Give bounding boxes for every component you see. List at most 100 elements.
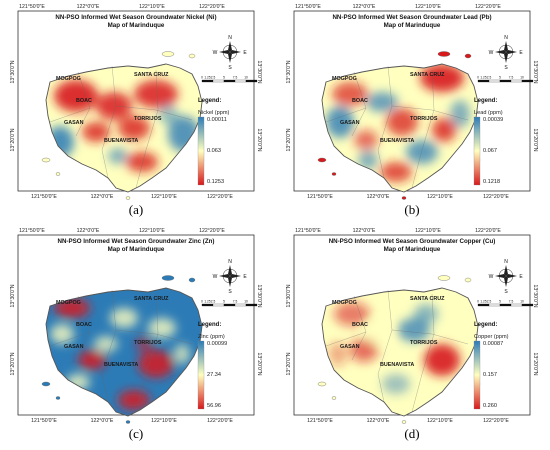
scale-tick-label: 1.25	[204, 300, 210, 304]
latitude-label: 13°30'0"N	[286, 60, 292, 83]
map-title: NN-PSO Informed Wet Season Groundwater L…	[332, 14, 491, 21]
scale-tick-label: 10	[244, 76, 248, 80]
longitude-label-bottom: 121°50'0"E	[307, 418, 333, 424]
scale-segment	[245, 303, 258, 307]
north-arrow-icon	[228, 41, 232, 52]
municipal-boundary	[391, 105, 469, 121]
legend-colorbar	[473, 116, 481, 186]
concentration-zone	[380, 162, 412, 182]
concentration-zone	[326, 106, 354, 138]
south-arrow-icon	[228, 52, 232, 63]
map-figure: 121°50'0"E 122°0'0"E 122°10'0"E 122°20'0"E N…	[286, 4, 538, 217]
map-figure: 121°50'0"E 122°0'0"E 122°10'0"E 122°20'0"E N…	[10, 4, 262, 217]
legend-value: 0.067	[483, 148, 497, 154]
islet	[41, 157, 51, 163]
municipal-boundary	[135, 293, 159, 413]
scale-tick-label: 5	[223, 300, 225, 304]
town-label: GASAN	[64, 120, 84, 126]
panel-caption: (b)	[404, 202, 419, 217]
scale-tick-label: 2.5	[487, 76, 492, 80]
town-label: GASAN	[340, 120, 360, 126]
islet	[188, 53, 196, 59]
latitude-label: 13°20'0"N	[286, 352, 292, 375]
longitude-label-bottom: 122°10'0"E	[151, 418, 177, 424]
west-arrow-icon	[495, 50, 506, 54]
scale-segment	[223, 303, 236, 307]
longitude-label-top: 122°10'0"E	[415, 228, 441, 234]
longitude-label-bottom: 122°10'0"E	[427, 194, 453, 200]
compass-w: W	[489, 50, 494, 56]
map-title: NN-PSO Informed Wet Season Groundwater N…	[55, 14, 216, 21]
compass-s: S	[504, 65, 508, 71]
map-subtitle: Map of Marinduque	[384, 22, 441, 29]
town-label: GASAN	[64, 344, 84, 350]
map-subtitle: Map of Marinduque	[384, 246, 441, 253]
map-subtitle: Map of Marinduque	[108, 246, 165, 253]
scale-tick-label: 0	[201, 76, 203, 80]
panel-caption: (a)	[129, 202, 143, 217]
scale-segment	[201, 303, 214, 307]
longitude-label-bottom: 122°0'0"E	[367, 194, 390, 200]
scale-tick-label: 0	[477, 76, 479, 80]
island-outline	[45, 287, 203, 417]
legend-value: 56.96	[207, 403, 221, 409]
legend-label: Nickel (ppm)	[198, 110, 230, 116]
map-panel-1: 121°50'0"E 122°0'0"E 122°10'0"E 122°20'0"E N…	[4, 2, 268, 217]
island-outline	[321, 63, 479, 193]
south-arrow-icon	[504, 276, 508, 287]
compass-w: W	[213, 274, 218, 280]
islet	[464, 53, 472, 59]
longitude-label-bottom: 122°10'0"E	[427, 418, 453, 424]
longitude-label-top: 122°0'0"E	[353, 4, 376, 10]
legend-colorbar	[473, 340, 481, 410]
map-figure: 121°50'0"E 122°0'0"E 122°10'0"E 122°20'0"E N…	[286, 228, 538, 441]
legend-label: Zinc (ppm)	[198, 334, 225, 340]
scale-tick-label: 2.5	[211, 300, 216, 304]
scale-segment	[245, 79, 258, 83]
islet	[188, 277, 196, 283]
scale-tick-label: 5	[499, 300, 501, 304]
longitude-label-top: 122°10'0"E	[415, 4, 441, 10]
town-label: BUENAVISTA	[380, 362, 414, 368]
scale-tick-label: 1.25	[480, 300, 486, 304]
scale-tick-label: 7.5	[233, 76, 238, 80]
municipal-boundary	[411, 293, 435, 413]
islet	[317, 157, 327, 163]
concentration-zone	[420, 64, 464, 92]
municipal-boundary	[325, 331, 367, 347]
compass-n: N	[228, 35, 232, 41]
islet	[125, 196, 131, 200]
south-arrow-icon	[504, 52, 508, 63]
legend-value: 0.063	[207, 148, 221, 154]
town-label: SANTA CRUZ	[410, 72, 445, 78]
concentration-zone	[358, 150, 378, 170]
legend-label: Copper (ppm)	[474, 334, 509, 340]
scale-segment	[499, 303, 512, 307]
latitude-label: 13°20'0"N	[256, 352, 262, 375]
scale-segment	[212, 79, 225, 83]
concentration-zone	[398, 318, 430, 342]
islet	[331, 396, 337, 400]
east-arrow-icon	[230, 50, 241, 54]
legend-label: Lead (ppm)	[474, 110, 503, 116]
municipal-boundary	[325, 107, 367, 123]
compass-n: N	[504, 35, 508, 41]
legend-value: 0.00099	[207, 341, 227, 347]
latitude-label: 13°30'0"N	[256, 284, 262, 307]
scale-tick-label: 0	[477, 300, 479, 304]
municipal-boundary	[49, 331, 91, 347]
scale-tick-label: 7.5	[509, 76, 514, 80]
interpolated-surface	[322, 64, 478, 192]
latitude-label: 13°30'0"N	[532, 60, 538, 83]
latitude-label: 13°20'0"N	[10, 352, 16, 375]
concentration-zone	[110, 308, 138, 328]
town-label: BOAC	[352, 98, 368, 104]
longitude-label-top: 121°50'0"E	[295, 4, 321, 10]
concentration-zone	[350, 338, 378, 362]
concentration-zone	[366, 322, 390, 342]
islet	[317, 381, 327, 387]
longitude-label-top: 122°20'0"E	[475, 4, 501, 10]
scale-segment	[223, 79, 236, 83]
longitude-label-bottom: 122°0'0"E	[91, 194, 114, 200]
legend-value: 0.157	[483, 372, 497, 378]
